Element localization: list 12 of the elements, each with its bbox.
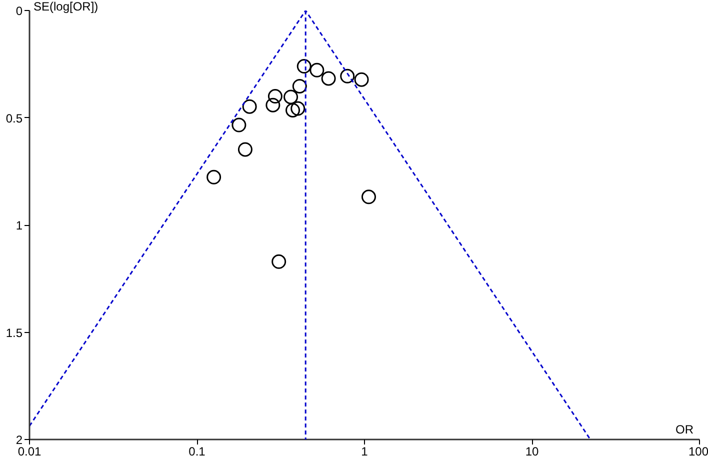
x-tick-label: 1 <box>361 444 368 458</box>
y-tick-label: 0 <box>16 4 23 18</box>
y-tick-label: 0.5 <box>6 111 23 126</box>
x-tick-label: 0.1 <box>188 444 206 458</box>
y-tick-label: 2 <box>16 433 23 447</box>
x-axis-title: OR <box>676 422 694 436</box>
y-axis-title: SE(log[OR]) <box>34 0 98 14</box>
x-tick-label: 0.01 <box>18 444 42 458</box>
y-tick-label: 1 <box>16 218 23 232</box>
y-tick-label: 1.5 <box>6 326 23 340</box>
x-tick-label: 100 <box>688 444 708 458</box>
x-tick-label: 10 <box>525 444 539 458</box>
